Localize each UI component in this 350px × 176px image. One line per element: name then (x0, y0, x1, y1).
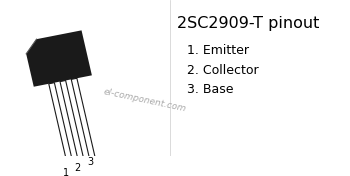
Text: 2SC2909-T pinout: 2SC2909-T pinout (177, 16, 320, 31)
Text: 1: 1 (63, 168, 69, 176)
Polygon shape (71, 78, 96, 162)
Polygon shape (60, 80, 85, 164)
Polygon shape (49, 83, 73, 166)
Text: 3. Base: 3. Base (187, 83, 233, 96)
Text: 3: 3 (87, 157, 93, 167)
Text: 2: 2 (75, 163, 81, 172)
Text: 1. Emitter: 1. Emitter (187, 44, 249, 57)
Text: el-component.com: el-component.com (103, 87, 187, 113)
Polygon shape (26, 30, 92, 87)
Text: 2. Collector: 2. Collector (187, 64, 259, 77)
